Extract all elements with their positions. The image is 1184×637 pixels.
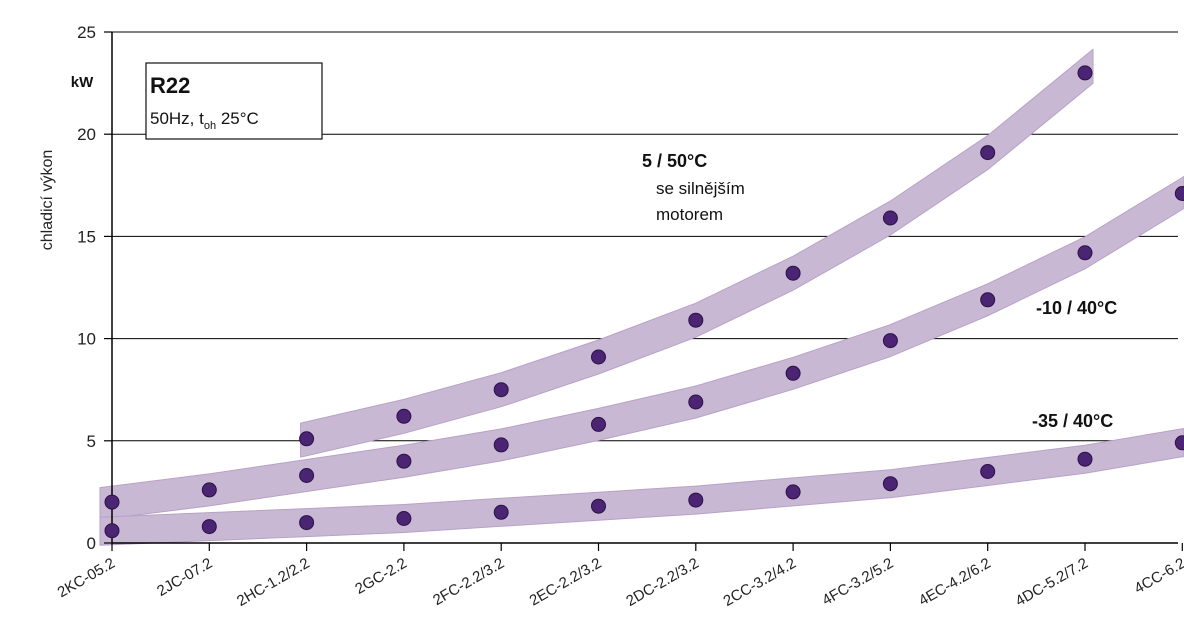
point-layer (104, 65, 1184, 539)
x-tick-labels: 2KC-05.2 2JC-07.2 2HC-1.2/2.2 2GC-2.2 2FC-2.… (55, 555, 1184, 610)
y-axis-unit: kW (71, 74, 94, 91)
data-point (882, 476, 898, 492)
data-point (201, 482, 217, 498)
x-tick-label: 2HC-1.2/2.2 (234, 555, 313, 610)
data-point (1077, 65, 1093, 81)
y-axis-label: chladicí výkon (39, 150, 56, 251)
x-tick-label: 2EC-2.2/3.2 (527, 555, 605, 610)
y-tick-label: 10 (77, 330, 96, 349)
data-point (299, 468, 315, 483)
legend-box: R22 50Hz, toh 25°C (145, 62, 323, 140)
data-point (104, 494, 120, 510)
data-point (882, 210, 898, 226)
y-tick-label: 15 (77, 227, 96, 246)
data-point (1174, 435, 1184, 451)
data-point (882, 333, 898, 349)
data-point (980, 464, 996, 479)
legend-title: R22 (150, 73, 190, 98)
data-point (591, 349, 606, 365)
x-tick-label: 4DC-5.2/7.2 (1012, 555, 1091, 610)
y-tick-label: 20 (77, 125, 96, 144)
data-point (591, 416, 606, 432)
data-point (1077, 451, 1093, 467)
series-label-minus10-40: -10 / 40°C (1036, 298, 1117, 318)
series-note-line2: motorem (656, 205, 723, 224)
series-band (300, 48, 1094, 458)
data-point (1077, 245, 1093, 261)
series-note-line1: se silnějším (656, 179, 745, 198)
data-point (299, 431, 315, 447)
data-point (591, 498, 606, 514)
data-point (785, 265, 801, 281)
data-point (493, 382, 509, 398)
x-tick-label: 2KC-05.2 (55, 555, 118, 601)
data-point (299, 515, 315, 531)
data-point (688, 312, 704, 328)
data-point (396, 408, 412, 424)
axis-layer (104, 31, 1183, 551)
x-tick-label: 2FC-2.2/3.2 (430, 555, 507, 609)
data-point (493, 504, 509, 520)
data-point (980, 292, 996, 308)
data-point (104, 523, 120, 539)
x-tick-label: 2GC-2.2 (352, 555, 410, 598)
y-tick-label: 0 (87, 534, 96, 553)
x-tick-label: 4FC-3.2/5.2 (819, 555, 896, 609)
data-point (688, 394, 704, 410)
y-tick-labels: 0 5 10 15 20 25 (77, 23, 96, 553)
data-point (1174, 186, 1184, 201)
series-label-5-50: 5 / 50°C (642, 151, 707, 171)
x-tick-label: 2DC-2.2/3.2 (623, 555, 702, 610)
data-point (980, 145, 996, 161)
data-point (396, 511, 412, 526)
x-tick-label: 4EC-4.2/6.2 (916, 555, 994, 610)
y-tick-label: 5 (87, 432, 96, 451)
series-band (99, 428, 1184, 546)
data-point (785, 365, 801, 381)
data-point (396, 453, 412, 469)
data-point (785, 484, 801, 500)
data-point (688, 492, 704, 508)
x-tick-label: 4CC-6.2 (1131, 555, 1184, 598)
x-tick-label: 2JC-07.2 (154, 555, 215, 600)
data-point (493, 437, 509, 453)
series-label-minus35-40: -35 / 40°C (1032, 411, 1113, 431)
x-tick-label: 2CC-3.2/4.2 (721, 555, 800, 610)
y-tick-label: 25 (77, 23, 96, 42)
data-point (201, 519, 217, 535)
legend-subtitle: 50Hz, toh 25°C (150, 109, 259, 132)
